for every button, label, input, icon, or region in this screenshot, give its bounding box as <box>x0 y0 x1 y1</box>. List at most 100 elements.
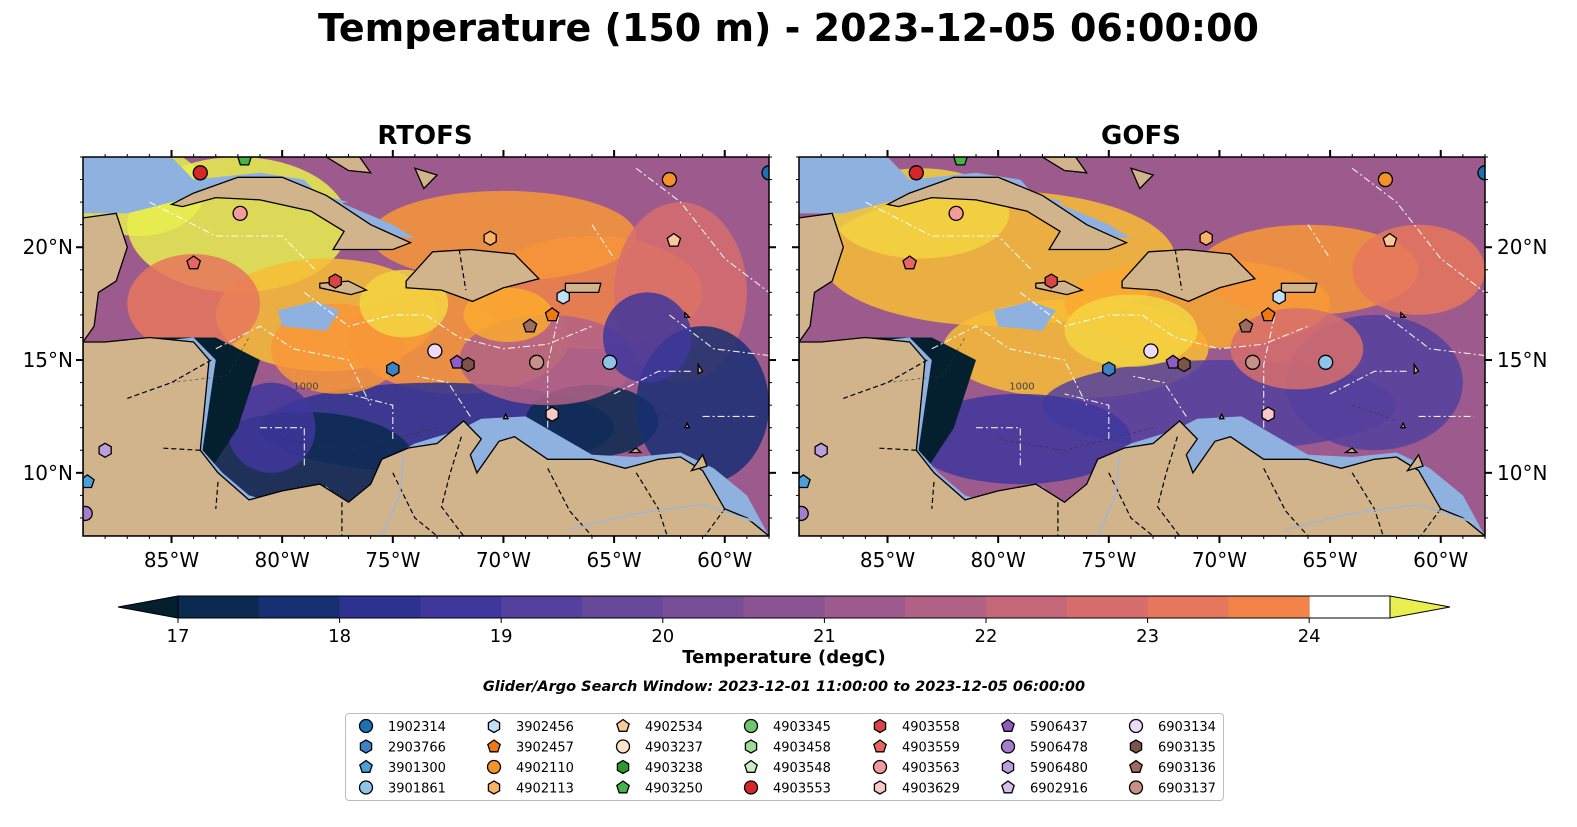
legend-label: 4903558 <box>902 720 960 735</box>
eez-boundary <box>348 393 394 439</box>
float-marker <box>1260 307 1276 322</box>
legend-entry: 4903559 <box>873 739 960 756</box>
eez-boundary <box>591 224 615 259</box>
land-mass <box>684 311 691 318</box>
float-marker <box>1377 171 1394 188</box>
isobath-contour <box>887 337 966 383</box>
lon-tick-label: 80°W <box>255 548 310 572</box>
country-border <box>1420 508 1442 536</box>
legend-label: 3901300 <box>388 761 446 776</box>
float-marker <box>544 307 560 322</box>
lon-tick-label: 70°W <box>1192 548 1247 572</box>
float-marker <box>232 205 248 222</box>
land-mass <box>683 421 691 429</box>
river <box>1285 503 1475 530</box>
legend-marker <box>358 718 374 734</box>
legend-label: 2903766 <box>388 741 446 756</box>
legend-label: 5906480 <box>1030 761 1088 776</box>
land-mass <box>1405 453 1424 472</box>
legend-label: 3902456 <box>516 720 574 735</box>
land-mass <box>627 447 643 454</box>
legend-marker <box>1129 759 1143 773</box>
eez-boundary <box>976 427 1021 469</box>
colorbar-segment <box>178 596 260 618</box>
land-mass <box>502 412 509 420</box>
country-border <box>704 508 726 536</box>
float-marker <box>98 442 112 459</box>
legend-entry: 4902113 <box>487 780 574 797</box>
country-border <box>547 468 593 536</box>
contour-label: 1000 <box>293 381 318 392</box>
float-marker <box>328 273 342 289</box>
river <box>1097 454 1121 536</box>
float-marker <box>1238 318 1254 333</box>
legend-label: 4903563 <box>902 761 960 776</box>
float-marker <box>1199 230 1213 246</box>
colorbar-tick-label: 20 <box>651 626 674 647</box>
legend-marker <box>616 780 630 794</box>
legend-label: 6903137 <box>1158 782 1216 797</box>
legend-entry: 4903629 <box>873 780 960 797</box>
legend-marker <box>616 759 630 775</box>
float-marker <box>1177 356 1191 373</box>
legend-entry: 6903134 <box>1128 718 1216 735</box>
legend-entry: 2903766 <box>359 739 446 756</box>
map-frame <box>798 156 1486 537</box>
colorbar-tick-label: 23 <box>1136 626 1159 647</box>
legend-marker <box>1129 739 1143 754</box>
legend-label: 5906437 <box>1030 720 1088 735</box>
legend-marker <box>744 739 758 754</box>
legend-marker <box>873 718 887 734</box>
colorbar-segment <box>582 596 664 618</box>
legend-entry: 6903135 <box>1129 739 1216 756</box>
float-marker <box>1382 232 1398 247</box>
eez-boundary <box>613 370 692 395</box>
panel-title-rtofs: RTOFS <box>377 121 473 151</box>
float-marker <box>1272 289 1286 305</box>
legend-label: 6903135 <box>1158 741 1216 756</box>
colorbar-tick-label: 21 <box>813 626 836 647</box>
legend-entry: 3901861 <box>358 780 446 797</box>
eez-boundary <box>215 325 372 406</box>
float-marker <box>602 354 618 370</box>
legend-marker <box>358 780 374 795</box>
legend-label: 4903559 <box>902 741 960 756</box>
land-mass <box>325 157 373 174</box>
legend-entry: 1902314 <box>358 718 446 735</box>
isobath-contour <box>1352 404 1397 422</box>
eez-boundary <box>547 314 560 428</box>
eez-boundary <box>303 291 593 350</box>
land-mass <box>697 362 704 375</box>
legend-marker <box>616 718 630 732</box>
lat-tick-label: 10°N <box>23 461 73 485</box>
panel-title-gofs: GOFS <box>1101 121 1181 151</box>
float-marker <box>1165 354 1181 369</box>
float-marker <box>483 230 497 246</box>
float-marker <box>449 354 465 369</box>
land-mass <box>1413 362 1420 375</box>
legend-label: 4903345 <box>773 720 831 735</box>
eez-boundary <box>1130 375 1187 417</box>
float-marker <box>237 157 252 166</box>
land-mass <box>169 176 413 251</box>
legend-label: 4903238 <box>645 761 703 776</box>
legend-entry: 4903458 <box>744 739 831 756</box>
colorbar-label: Temperature (degC) <box>682 647 886 668</box>
legend-marker <box>872 759 888 775</box>
lon-tick-label: 60°W <box>697 548 752 572</box>
legend-marker <box>1001 780 1015 794</box>
legend-label: 1902314 <box>388 720 446 735</box>
legend-label: 6902916 <box>1030 782 1088 797</box>
eez-boundary <box>635 167 769 293</box>
float-marker <box>528 354 545 370</box>
float-marker <box>1261 406 1275 422</box>
colorbar-segment <box>824 596 906 618</box>
lon-tick-label: 80°W <box>971 548 1026 572</box>
eez-boundary <box>669 314 769 357</box>
float-marker <box>799 474 811 489</box>
land-mass <box>1343 447 1359 454</box>
lon-tick-label: 60°W <box>1413 548 1468 572</box>
country-border <box>931 481 935 509</box>
float-marker <box>1477 165 1485 181</box>
colorbar-frame <box>177 595 1391 619</box>
